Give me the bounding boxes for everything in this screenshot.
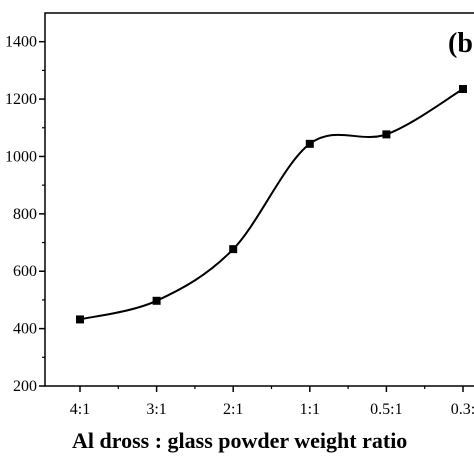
x-tick-label: 4:1 xyxy=(70,401,90,418)
y-tick-label: 800 xyxy=(13,206,37,223)
x-tick-label: 2:1 xyxy=(223,401,243,418)
data-point-marker xyxy=(76,315,84,324)
ticks: 200 400 600 800 1000 1200 1400 4:1 3:1 2:1 1:1 0.5:… xyxy=(5,34,474,418)
y-tick-label: 400 xyxy=(13,321,37,338)
panel-label: (b xyxy=(448,28,473,59)
x-tick-label: 3:1 xyxy=(146,401,166,418)
x-tick-label: 0.3: xyxy=(451,401,474,418)
x-axis-label: Al dross : glass powder weight ratio xyxy=(72,428,407,453)
data-point-marker xyxy=(229,245,238,254)
y-tick-label: 1000 xyxy=(5,148,37,165)
data-point-marker xyxy=(305,139,314,148)
y-tick-label: 1400 xyxy=(5,34,37,51)
y-tick-label: 200 xyxy=(13,378,37,395)
y-tick-label: 1200 xyxy=(5,91,37,108)
plot-frame xyxy=(44,12,474,387)
y-tick-label: 600 xyxy=(13,263,37,280)
x-tick-label: 0.5:1 xyxy=(370,401,402,418)
markers xyxy=(76,85,467,324)
data-point-marker xyxy=(152,296,161,305)
data-point-marker xyxy=(459,85,467,94)
data-point-marker xyxy=(382,130,391,139)
series-line xyxy=(79,88,464,321)
x-tick-label: 1:1 xyxy=(300,401,320,418)
axes xyxy=(44,12,474,387)
